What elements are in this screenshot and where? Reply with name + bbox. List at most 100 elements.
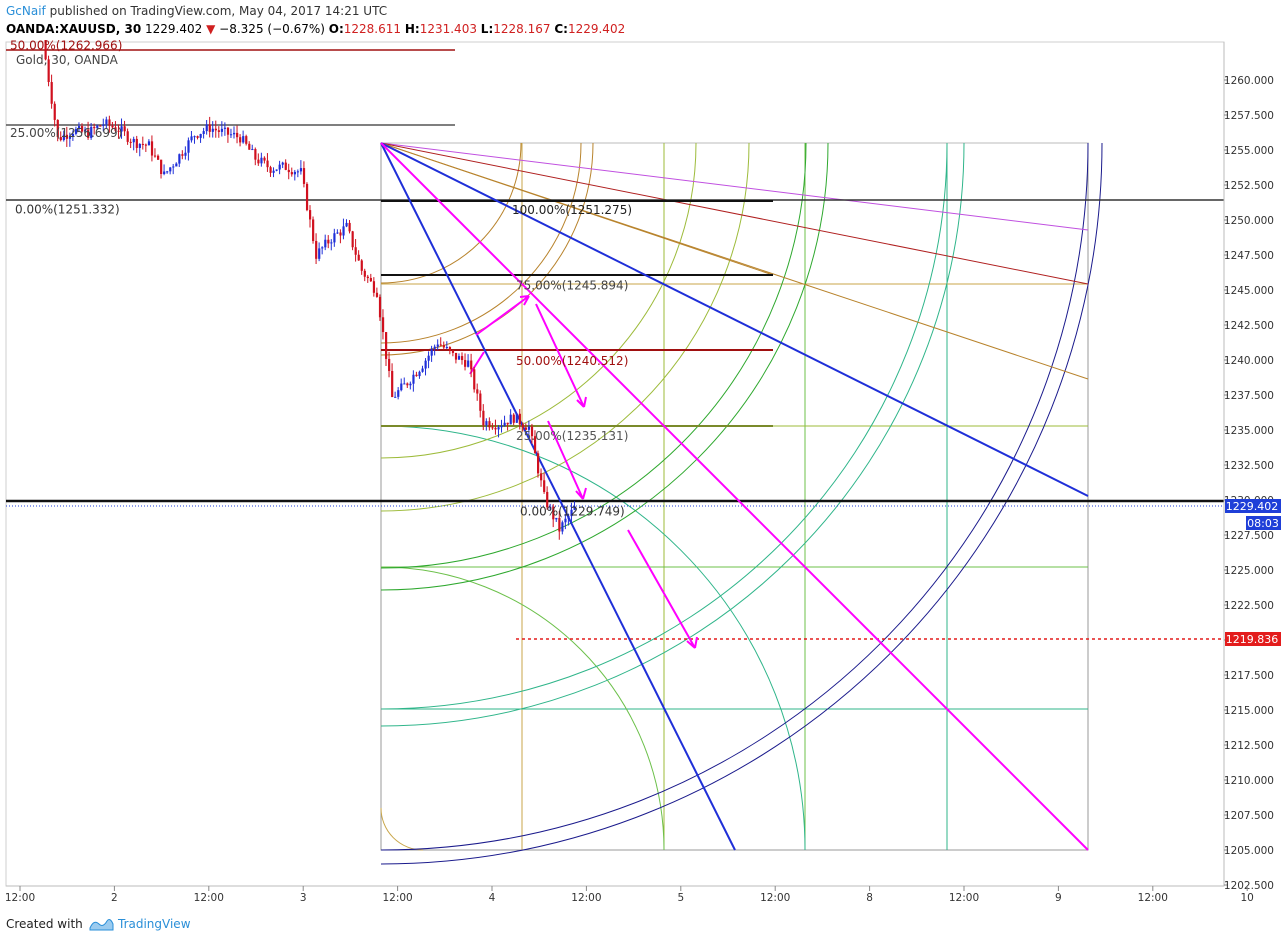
created-with-text: Created with [6, 917, 83, 931]
candle-body [482, 410, 485, 426]
candle-body [59, 137, 62, 141]
footer: Created with TradingView [0, 908, 1288, 942]
author-link[interactable]: GcNaif [6, 4, 46, 18]
x-tick-label: 3 [300, 892, 307, 904]
gann-fan-line [380, 142, 1089, 231]
gann-fan-line [380, 142, 1089, 285]
candle-body [351, 231, 354, 248]
candle-body [120, 126, 123, 132]
candle-body [315, 240, 318, 259]
candle-body [500, 425, 503, 428]
candle-body [461, 356, 464, 361]
candle-body [102, 124, 105, 126]
candle-body [278, 164, 281, 170]
candle-body [445, 347, 448, 349]
candle-body [497, 427, 500, 430]
candle-body [309, 210, 312, 220]
x-tick-label: 2 [111, 892, 118, 904]
candle-body [345, 222, 348, 227]
candle-body [166, 171, 169, 173]
chart-legend: Gold, 30, OANDA [16, 53, 119, 67]
last-price: 1229.402 [145, 22, 203, 36]
candle-body [333, 233, 336, 243]
gann-arc [380, 566, 665, 851]
y-tick-label: 1255.000 [1224, 145, 1274, 157]
price-axis[interactable]: 1260.000 1257.500 1255.000 1252.500 1250.000… [1224, 75, 1274, 892]
candle-body [421, 368, 424, 372]
y-tick-label: 1260.000 [1224, 75, 1274, 87]
y-tick-label: 1202.500 [1224, 880, 1274, 892]
x-tick-label: 12:00 [194, 892, 224, 904]
fib-level-label: 0.00%(1229.749) [520, 505, 625, 519]
candle-body [81, 126, 84, 132]
fib-level-label: 25.00%(1235.131) [516, 429, 628, 443]
candle-body [266, 160, 269, 168]
candle-body [439, 344, 442, 346]
high-label: H: [404, 22, 420, 36]
candle-body [385, 332, 388, 359]
candle-body [220, 128, 224, 132]
y-tick-label: 1212.500 [1224, 740, 1274, 752]
candle-body [546, 491, 549, 508]
candle-body [415, 374, 418, 377]
tradingview-logo-icon[interactable] [88, 915, 114, 933]
candle-body [114, 127, 117, 131]
time-axis[interactable]: 12:00 2 12:00 3 12:00 4 12:00 5 12:00 8 12:00 9 12:0… [5, 886, 1254, 904]
candle-body [248, 143, 251, 150]
published-text: published on TradingView.com, May 04, 20… [45, 4, 388, 18]
candle-body [160, 159, 163, 175]
candle-body [275, 169, 278, 171]
candle-body [242, 136, 245, 143]
candle-body [96, 125, 99, 129]
candle-body [381, 317, 385, 333]
candle-body [518, 413, 521, 425]
candle-body [567, 516, 570, 519]
candle-body [239, 137, 242, 143]
candle-body [388, 358, 391, 371]
candle-body [479, 393, 482, 411]
price-chart[interactable]: 50.00%(1262.966) 25.00%(1256.699) 0.00%(12… [0, 40, 1288, 908]
chart-header: GcNaif published on TradingView.com, May… [0, 0, 1288, 42]
candle-body [138, 143, 141, 148]
chart-drawings [6, 49, 1224, 865]
candle-body [144, 144, 148, 146]
candle-body [132, 138, 135, 143]
y-tick-label: 1217.500 [1224, 670, 1274, 682]
candle-body [199, 133, 202, 138]
x-tick-label: 10 [1241, 892, 1254, 904]
candle-body [147, 141, 151, 146]
candle-body [187, 140, 190, 153]
candle-body [65, 134, 68, 139]
candle-body [464, 360, 467, 367]
candle-body [68, 136, 72, 139]
x-tick-label: 5 [677, 892, 684, 904]
tradingview-brand-link[interactable]: TradingView [118, 917, 191, 931]
candle-body [211, 128, 214, 132]
candle-body [476, 389, 479, 394]
candle-body [533, 436, 537, 454]
candle-body [457, 356, 461, 360]
gann-fan-line [380, 142, 774, 276]
countdown-value: 08:03 [1247, 517, 1279, 530]
candle-body [135, 138, 138, 148]
y-tick-label: 1235.000 [1224, 425, 1274, 437]
candle-body [90, 126, 93, 138]
candle-body [430, 348, 433, 356]
candle-body [157, 155, 160, 160]
trend-line [380, 142, 1089, 497]
x-tick-label: 12:00 [1138, 892, 1168, 904]
symbol-label: OANDA:XAUUSD, 30 [6, 22, 142, 36]
candle-body [257, 159, 260, 164]
candle-body [549, 506, 552, 508]
candle-body [312, 219, 315, 241]
candle-body [485, 421, 488, 426]
candle-body [260, 157, 263, 164]
candle-body [321, 247, 324, 249]
candle-body [181, 154, 184, 156]
candle-body [196, 136, 199, 138]
candle-body [354, 247, 357, 255]
candle-body [84, 129, 87, 132]
candle-body [99, 125, 102, 127]
candle-body [360, 260, 363, 271]
y-tick-label: 1210.000 [1224, 775, 1274, 787]
